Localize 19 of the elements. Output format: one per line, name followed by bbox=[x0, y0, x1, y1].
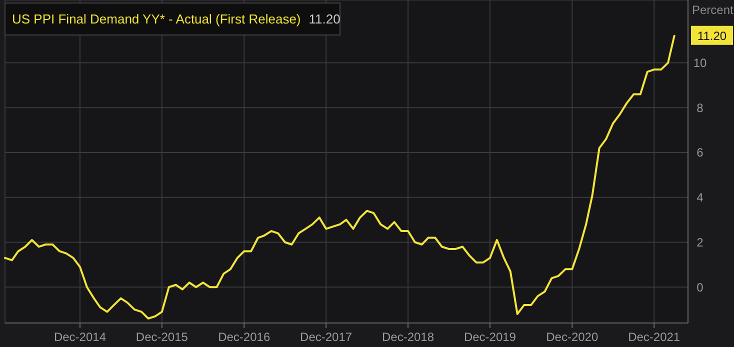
y-tick-label: 10 bbox=[693, 56, 707, 70]
y-tick-label: 0 bbox=[696, 280, 704, 294]
y-tick-label: 2 bbox=[696, 235, 704, 250]
x-tick-label: Dec-2014 bbox=[54, 330, 106, 344]
y-tick-label: 8 bbox=[696, 100, 704, 115]
x-tick-label: Dec-2015 bbox=[136, 330, 188, 344]
x-tick-label: Dec-2017 bbox=[300, 330, 352, 344]
y-axis-title: Percent bbox=[692, 3, 734, 17]
annotation: 11.20 bbox=[308, 12, 340, 27]
x-tick-label: Dec-2018 bbox=[382, 330, 434, 344]
y-tick-label: 6 bbox=[696, 146, 704, 160]
text: US PPI Final Demand YY* - Actual (First Release) bbox=[12, 12, 301, 27]
x-tick-label: Dec-2020 bbox=[546, 330, 598, 344]
x-tick-label: Dec-2016 bbox=[218, 330, 270, 344]
x-tick-label: Dec-2019 bbox=[464, 330, 516, 344]
y-tick-label: 4 bbox=[696, 190, 704, 205]
line-series bbox=[4, 34, 676, 320]
annotation: 11.20 bbox=[697, 29, 727, 44]
x-tick-label: Dec-2021 bbox=[628, 330, 680, 344]
